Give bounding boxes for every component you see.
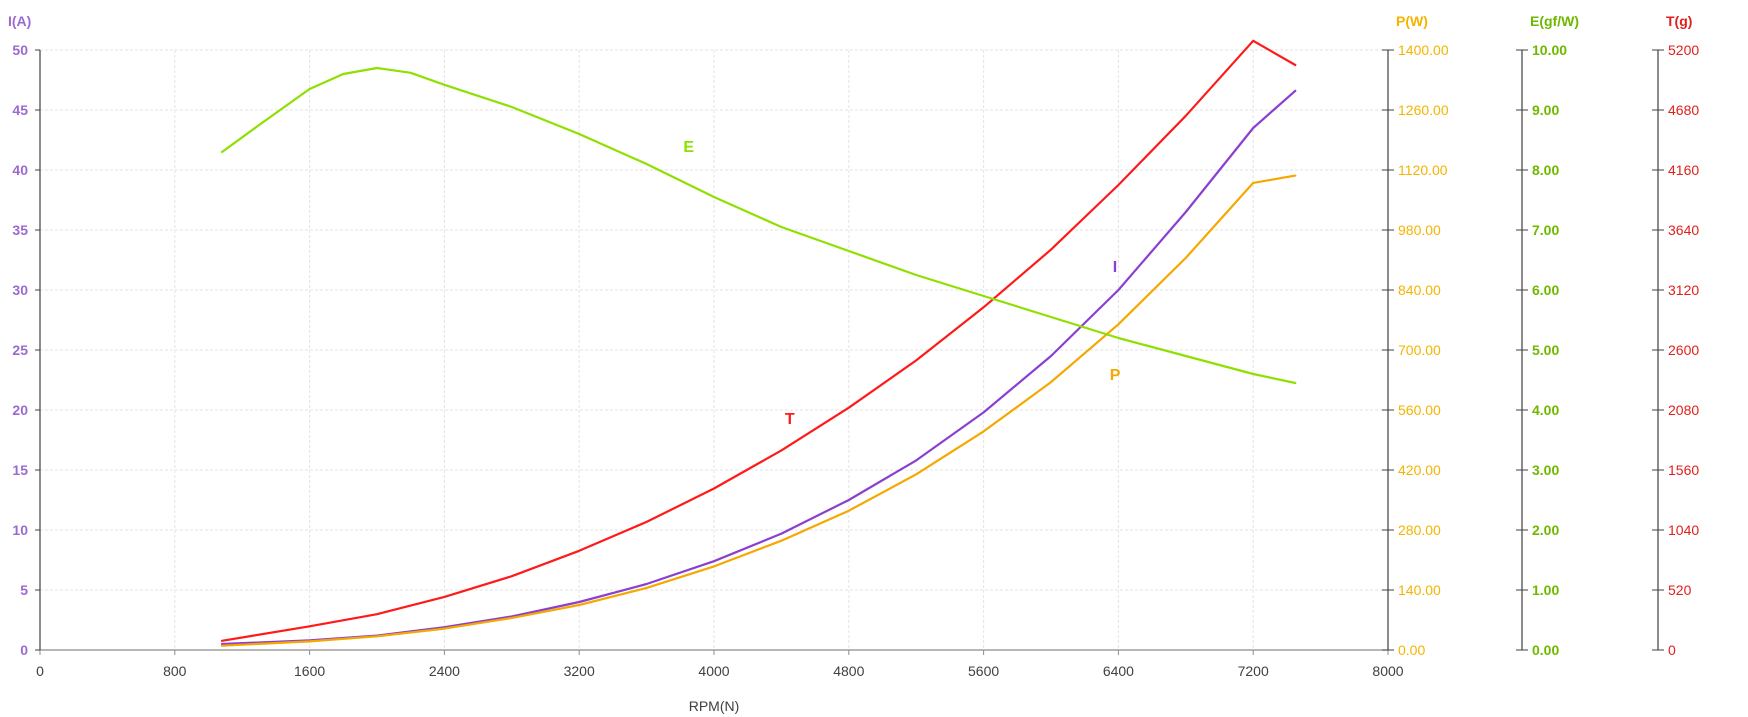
i-axis-tick-label: 20 — [12, 402, 28, 418]
e-axis-tick-label: 2.00 — [1532, 522, 1559, 538]
t-axis-tick-label: 520 — [1668, 582, 1692, 598]
i-axis-tick-label: 35 — [12, 222, 28, 238]
series-labels: E I T P — [683, 139, 1120, 428]
e-axis-title: E(gf/W) — [1530, 13, 1579, 29]
x-tick-label: 8000 — [1372, 663, 1403, 679]
e-axis-tick-label: 8.00 — [1532, 162, 1559, 178]
p-axis-tick-label: 140.00 — [1398, 582, 1441, 598]
series-line-i — [220, 89, 1297, 646]
x-tick-label: 3200 — [564, 663, 595, 679]
t-axis-tick-label: 3640 — [1668, 222, 1699, 238]
e-axis-tick-label: 7.00 — [1532, 222, 1559, 238]
p-axis-tick-label: 0.00 — [1398, 642, 1425, 658]
e-axis-tick-label: 3.00 — [1532, 462, 1559, 478]
e-axis-tick-label: 5.00 — [1532, 342, 1559, 358]
t-axis-tick-label: 2600 — [1668, 342, 1699, 358]
x-tick-label: 800 — [163, 663, 187, 679]
series-label-p: P — [1110, 367, 1121, 384]
t-axis-tick-label: 1040 — [1668, 522, 1699, 538]
series-line-e — [220, 66, 1297, 385]
i-axis-tick-label: 5 — [20, 582, 28, 598]
i-axis-tick-label: 25 — [12, 342, 28, 358]
i-axis-tick-label: 15 — [12, 462, 28, 478]
grid — [40, 49, 1388, 650]
series-label-t: T — [785, 411, 795, 428]
i-axis-tick-label: 40 — [12, 162, 28, 178]
series-lines — [220, 39, 1297, 647]
p-axis-tick-label: 1260.00 — [1398, 102, 1449, 118]
p-axis-tick-label: 560.00 — [1398, 402, 1441, 418]
t-axis-tick-label: 3120 — [1668, 282, 1699, 298]
t-axis-tick-label: 0 — [1668, 642, 1676, 658]
series-label-i: I — [1113, 259, 1117, 276]
e-axis-tick-label: 1.00 — [1532, 582, 1559, 598]
x-tick-label: 7200 — [1238, 663, 1269, 679]
e-axis-tick-label: 4.00 — [1532, 402, 1559, 418]
p-axis-tick-label: 700.00 — [1398, 342, 1441, 358]
e-axis-tick-label: 10.00 — [1532, 42, 1567, 58]
t-axis-title: T(g) — [1666, 13, 1692, 29]
i-axis-tick-label: 45 — [12, 102, 28, 118]
x-tick-label: 2400 — [429, 663, 460, 679]
p-axis-tick-label: 1400.00 — [1398, 42, 1449, 58]
x-tick-label: 5600 — [968, 663, 999, 679]
i-axis-title: I(A) — [8, 13, 31, 29]
i-axis-tick-label: 0 — [20, 642, 28, 658]
t-axis-tick-label: 1560 — [1668, 462, 1699, 478]
e-axis-tick-label: 6.00 — [1532, 282, 1559, 298]
x-axis-label: RPM(N) — [689, 698, 740, 714]
x-tick-label: 4000 — [698, 663, 729, 679]
t-axis-tick-label: 5200 — [1668, 42, 1699, 58]
x-tick-label: 1600 — [294, 663, 325, 679]
series-label-e: E — [683, 139, 694, 156]
e-axis-tick-label: 9.00 — [1532, 102, 1559, 118]
p-axis-title: P(W) — [1396, 13, 1428, 29]
series-line-t — [220, 39, 1297, 642]
i-axis-tick-label: 50 — [12, 42, 28, 58]
i-axis-tick-label: 10 — [12, 522, 28, 538]
axes: 0 800 1600 2400 3200 4000 4800 5600 6400 7200 8000… — [8, 13, 1699, 679]
x-tick-label: 6400 — [1103, 663, 1134, 679]
x-tick-label: 4800 — [833, 663, 864, 679]
i-axis-tick-label: 30 — [12, 282, 28, 298]
t-axis-tick-label: 4680 — [1668, 102, 1699, 118]
x-tick-label: 0 — [36, 663, 44, 679]
p-axis-tick-label: 420.00 — [1398, 462, 1441, 478]
t-axis-tick-label: 2080 — [1668, 402, 1699, 418]
e-axis-tick-label: 0.00 — [1532, 642, 1559, 658]
p-axis-tick-label: 840.00 — [1398, 282, 1441, 298]
p-axis-tick-label: 1120.00 — [1398, 162, 1448, 178]
series-line-p — [220, 174, 1297, 647]
p-axis-tick-label: 280.00 — [1398, 522, 1441, 538]
p-axis-tick-label: 980.00 — [1398, 222, 1441, 238]
t-axis-tick-label: 4160 — [1668, 162, 1699, 178]
